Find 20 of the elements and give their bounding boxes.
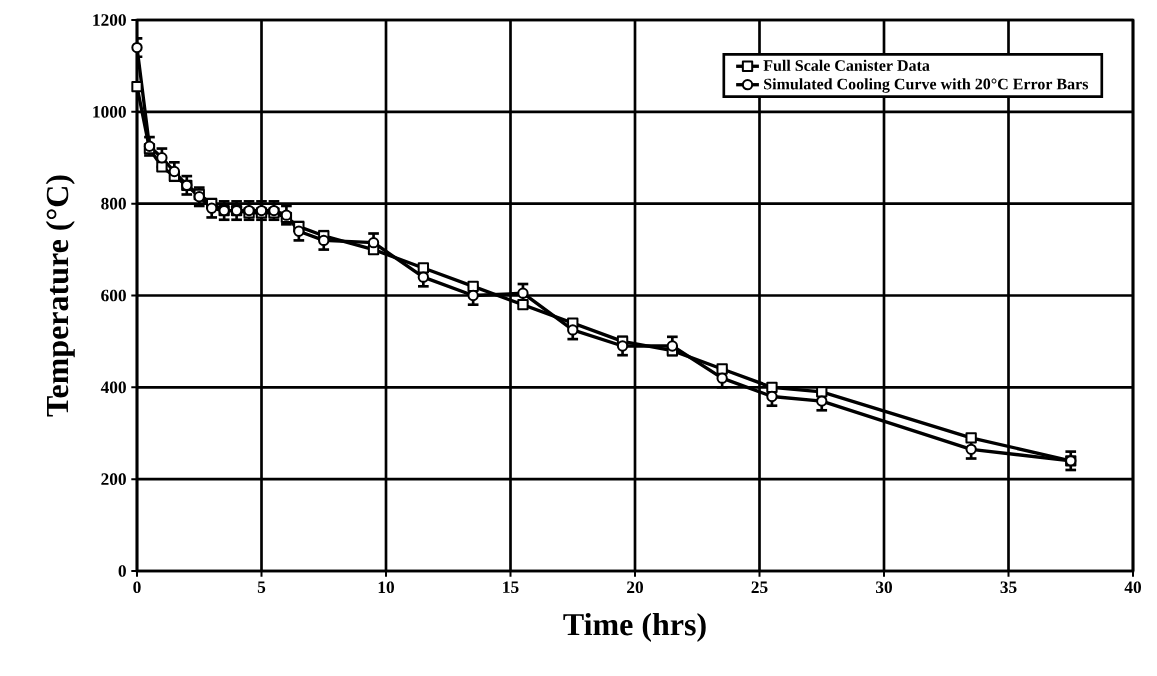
y-axis-title: Temperature (°C) [45, 175, 75, 417]
x-tick-label: 40 [1124, 581, 1142, 594]
y-tick-label: 400 [100, 381, 126, 394]
y-tick-label: 600 [101, 289, 126, 302]
legend-label: Simulated Cooling Curve with 20°C Error Bars [764, 78, 1089, 93]
x-tick-label: 20 [627, 581, 644, 594]
x-tick-label: 25 [751, 581, 768, 594]
y-tick-label: 1000 [93, 105, 126, 118]
y-tick-label: 800 [101, 197, 126, 210]
y-tick-label: 0 [118, 565, 126, 577]
y-tick-label: 1200 [93, 14, 126, 26]
legend-label: Full Scale Canister Data [763, 59, 930, 72]
x-tick-label: 0 [133, 581, 141, 594]
x-tick-label: 30 [875, 581, 893, 594]
x-tick-label: 10 [378, 581, 395, 594]
x-tick-label: 35 [1000, 581, 1017, 594]
y-tick-label: 200 [101, 473, 126, 486]
x-tick-label: 15 [503, 581, 519, 594]
x-tick-label: 5 [257, 581, 266, 593]
x-axis-title: Time (hrs) [563, 612, 706, 642]
